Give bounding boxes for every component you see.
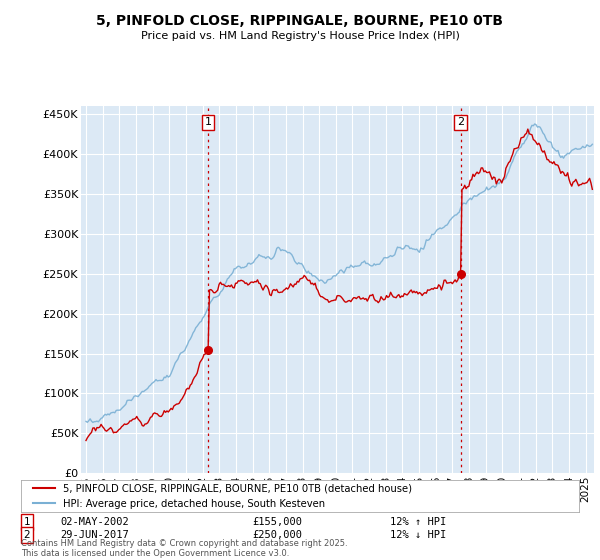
Text: 5, PINFOLD CLOSE, RIPPINGALE, BOURNE, PE10 0TB: 5, PINFOLD CLOSE, RIPPINGALE, BOURNE, PE… [97, 14, 503, 28]
Legend: 5, PINFOLD CLOSE, RIPPINGALE, BOURNE, PE10 0TB (detached house), HPI: Average pr: 5, PINFOLD CLOSE, RIPPINGALE, BOURNE, PE… [29, 480, 416, 512]
Text: 2: 2 [457, 118, 464, 128]
Text: 02-MAY-2002: 02-MAY-2002 [60, 517, 129, 527]
Text: £155,000: £155,000 [252, 517, 302, 527]
Text: Price paid vs. HM Land Registry's House Price Index (HPI): Price paid vs. HM Land Registry's House … [140, 31, 460, 41]
Text: £250,000: £250,000 [252, 530, 302, 540]
Text: 2: 2 [23, 530, 31, 540]
Text: 12% ↓ HPI: 12% ↓ HPI [390, 530, 446, 540]
Text: 29-JUN-2017: 29-JUN-2017 [60, 530, 129, 540]
Text: Contains HM Land Registry data © Crown copyright and database right 2025.
This d: Contains HM Land Registry data © Crown c… [21, 539, 347, 558]
Text: 1: 1 [23, 517, 31, 527]
Text: 1: 1 [205, 118, 212, 128]
Text: 12% ↑ HPI: 12% ↑ HPI [390, 517, 446, 527]
